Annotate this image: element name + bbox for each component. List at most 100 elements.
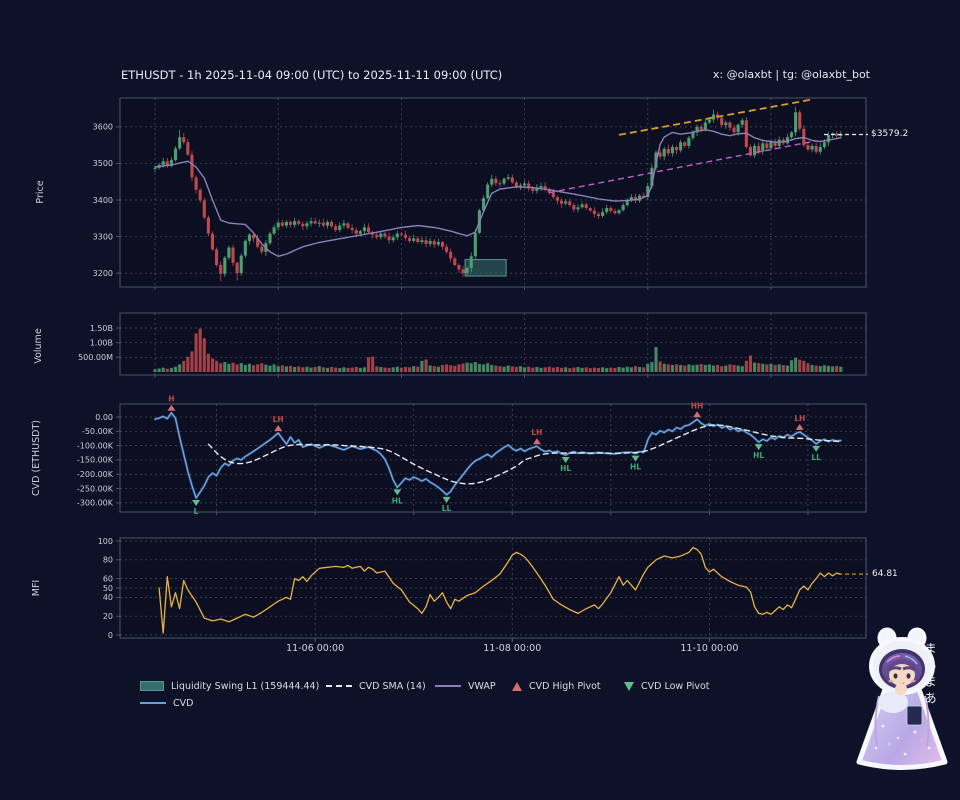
cvd-line <box>154 412 842 499</box>
volume-bar <box>215 360 219 372</box>
volume-bar <box>288 365 293 372</box>
cvd-low-pivot-marker <box>393 489 402 496</box>
volume-bar <box>350 367 354 372</box>
volume-bar <box>391 367 395 372</box>
volume-bar <box>650 362 654 372</box>
cvd-high-pivot-marker <box>274 425 283 432</box>
x-tick-label: 11-08 00:00 <box>483 643 541 654</box>
candle-body <box>789 132 794 138</box>
volume-bar <box>366 357 371 372</box>
volume-bar <box>592 367 596 372</box>
candle-body <box>256 238 260 247</box>
candle-body <box>268 233 272 244</box>
volume-bar <box>342 367 346 372</box>
x-tick-label: 11-10 00:00 <box>680 643 738 654</box>
candle-body <box>818 146 822 152</box>
candle-body <box>161 161 165 165</box>
volume-bar <box>210 358 215 372</box>
y-tick-label: 60 <box>103 574 113 583</box>
volume-bar <box>502 366 506 372</box>
volume-bar <box>436 366 440 372</box>
legend-item-cvd-low-pivot: CVD Low Pivot <box>624 680 710 692</box>
legend-label: Liquidity Swing L1 (159444.44) <box>171 680 320 692</box>
candle-body <box>403 234 408 239</box>
volume-bar <box>609 367 613 372</box>
volume-bar <box>576 367 580 372</box>
volume-bar <box>408 367 412 372</box>
pivot-label: LL <box>811 453 821 462</box>
candle-body <box>399 233 403 235</box>
volume-bar <box>638 367 642 372</box>
candle-body <box>560 200 564 204</box>
candle-body <box>190 154 194 178</box>
legend-item-vwap: VWAP <box>435 680 496 692</box>
volume-bar <box>785 365 789 372</box>
candle-body <box>839 134 843 137</box>
candle-body <box>325 221 330 226</box>
candle-body <box>584 204 588 209</box>
candle-body <box>186 142 190 155</box>
volume-bar <box>535 367 539 372</box>
candle-body <box>408 238 412 241</box>
volume-bar <box>707 364 711 372</box>
candle-body <box>609 208 613 211</box>
candle-body <box>720 117 724 126</box>
candle-body <box>198 189 202 201</box>
volume-bar <box>383 367 387 372</box>
volume-bar <box>424 359 428 372</box>
candle-body <box>342 223 346 226</box>
volume-bar <box>153 369 157 372</box>
candle-body <box>239 255 243 274</box>
mfi-line <box>158 546 842 634</box>
volume-bar <box>646 363 650 372</box>
legend-label: CVD High Pivot <box>529 680 601 692</box>
legend-item-cvd-sma: CVD SMA (14) <box>326 680 426 692</box>
candle-body <box>416 238 420 243</box>
volume-bar <box>584 367 588 372</box>
y-tick-label: 40 <box>103 593 113 602</box>
volume-bar <box>325 367 330 372</box>
volume-bar <box>264 364 268 372</box>
pivot-label: LH <box>531 428 542 437</box>
volume-bar <box>235 364 239 372</box>
cvd-high-pivot-marker <box>167 404 176 411</box>
candle-body <box>728 122 732 128</box>
volume-bar <box>621 367 625 372</box>
volume-bar <box>280 365 284 372</box>
candle-body <box>272 227 276 234</box>
candle-body <box>260 246 264 252</box>
candle-body <box>769 141 773 149</box>
candle-body <box>235 262 239 274</box>
candle-body <box>473 232 477 257</box>
legend-item-cvd-high-pivot: CVD High Pivot <box>512 680 601 692</box>
y-tick-label: 3300 <box>93 232 113 241</box>
candle-body <box>481 198 486 211</box>
volume-bar <box>182 360 186 372</box>
volume-bar <box>379 367 383 372</box>
candle-body <box>432 240 436 245</box>
candle-body <box>835 133 839 137</box>
candle-body <box>424 240 428 244</box>
volume-bar <box>518 366 523 372</box>
candle-body <box>227 247 231 258</box>
candle-body <box>543 186 547 190</box>
candle-body <box>588 208 592 211</box>
volume-bar <box>625 366 629 372</box>
candle-body <box>629 197 633 201</box>
legend-label: CVD Low Pivot <box>641 680 710 692</box>
volume-bar <box>432 366 436 372</box>
candle-body <box>707 119 711 123</box>
candle-body <box>761 143 765 152</box>
candle-body <box>596 213 601 217</box>
candle-body <box>219 265 223 274</box>
mascot-sticker <box>856 627 948 770</box>
candle-body <box>617 210 621 214</box>
candle-body <box>551 192 555 198</box>
volume-bar <box>781 364 785 372</box>
volume-bar <box>449 365 453 372</box>
volume-bar <box>564 367 568 372</box>
triangle-down-icon <box>624 681 634 691</box>
vwap-line-icon <box>435 685 461 687</box>
volume-bar <box>268 365 272 372</box>
